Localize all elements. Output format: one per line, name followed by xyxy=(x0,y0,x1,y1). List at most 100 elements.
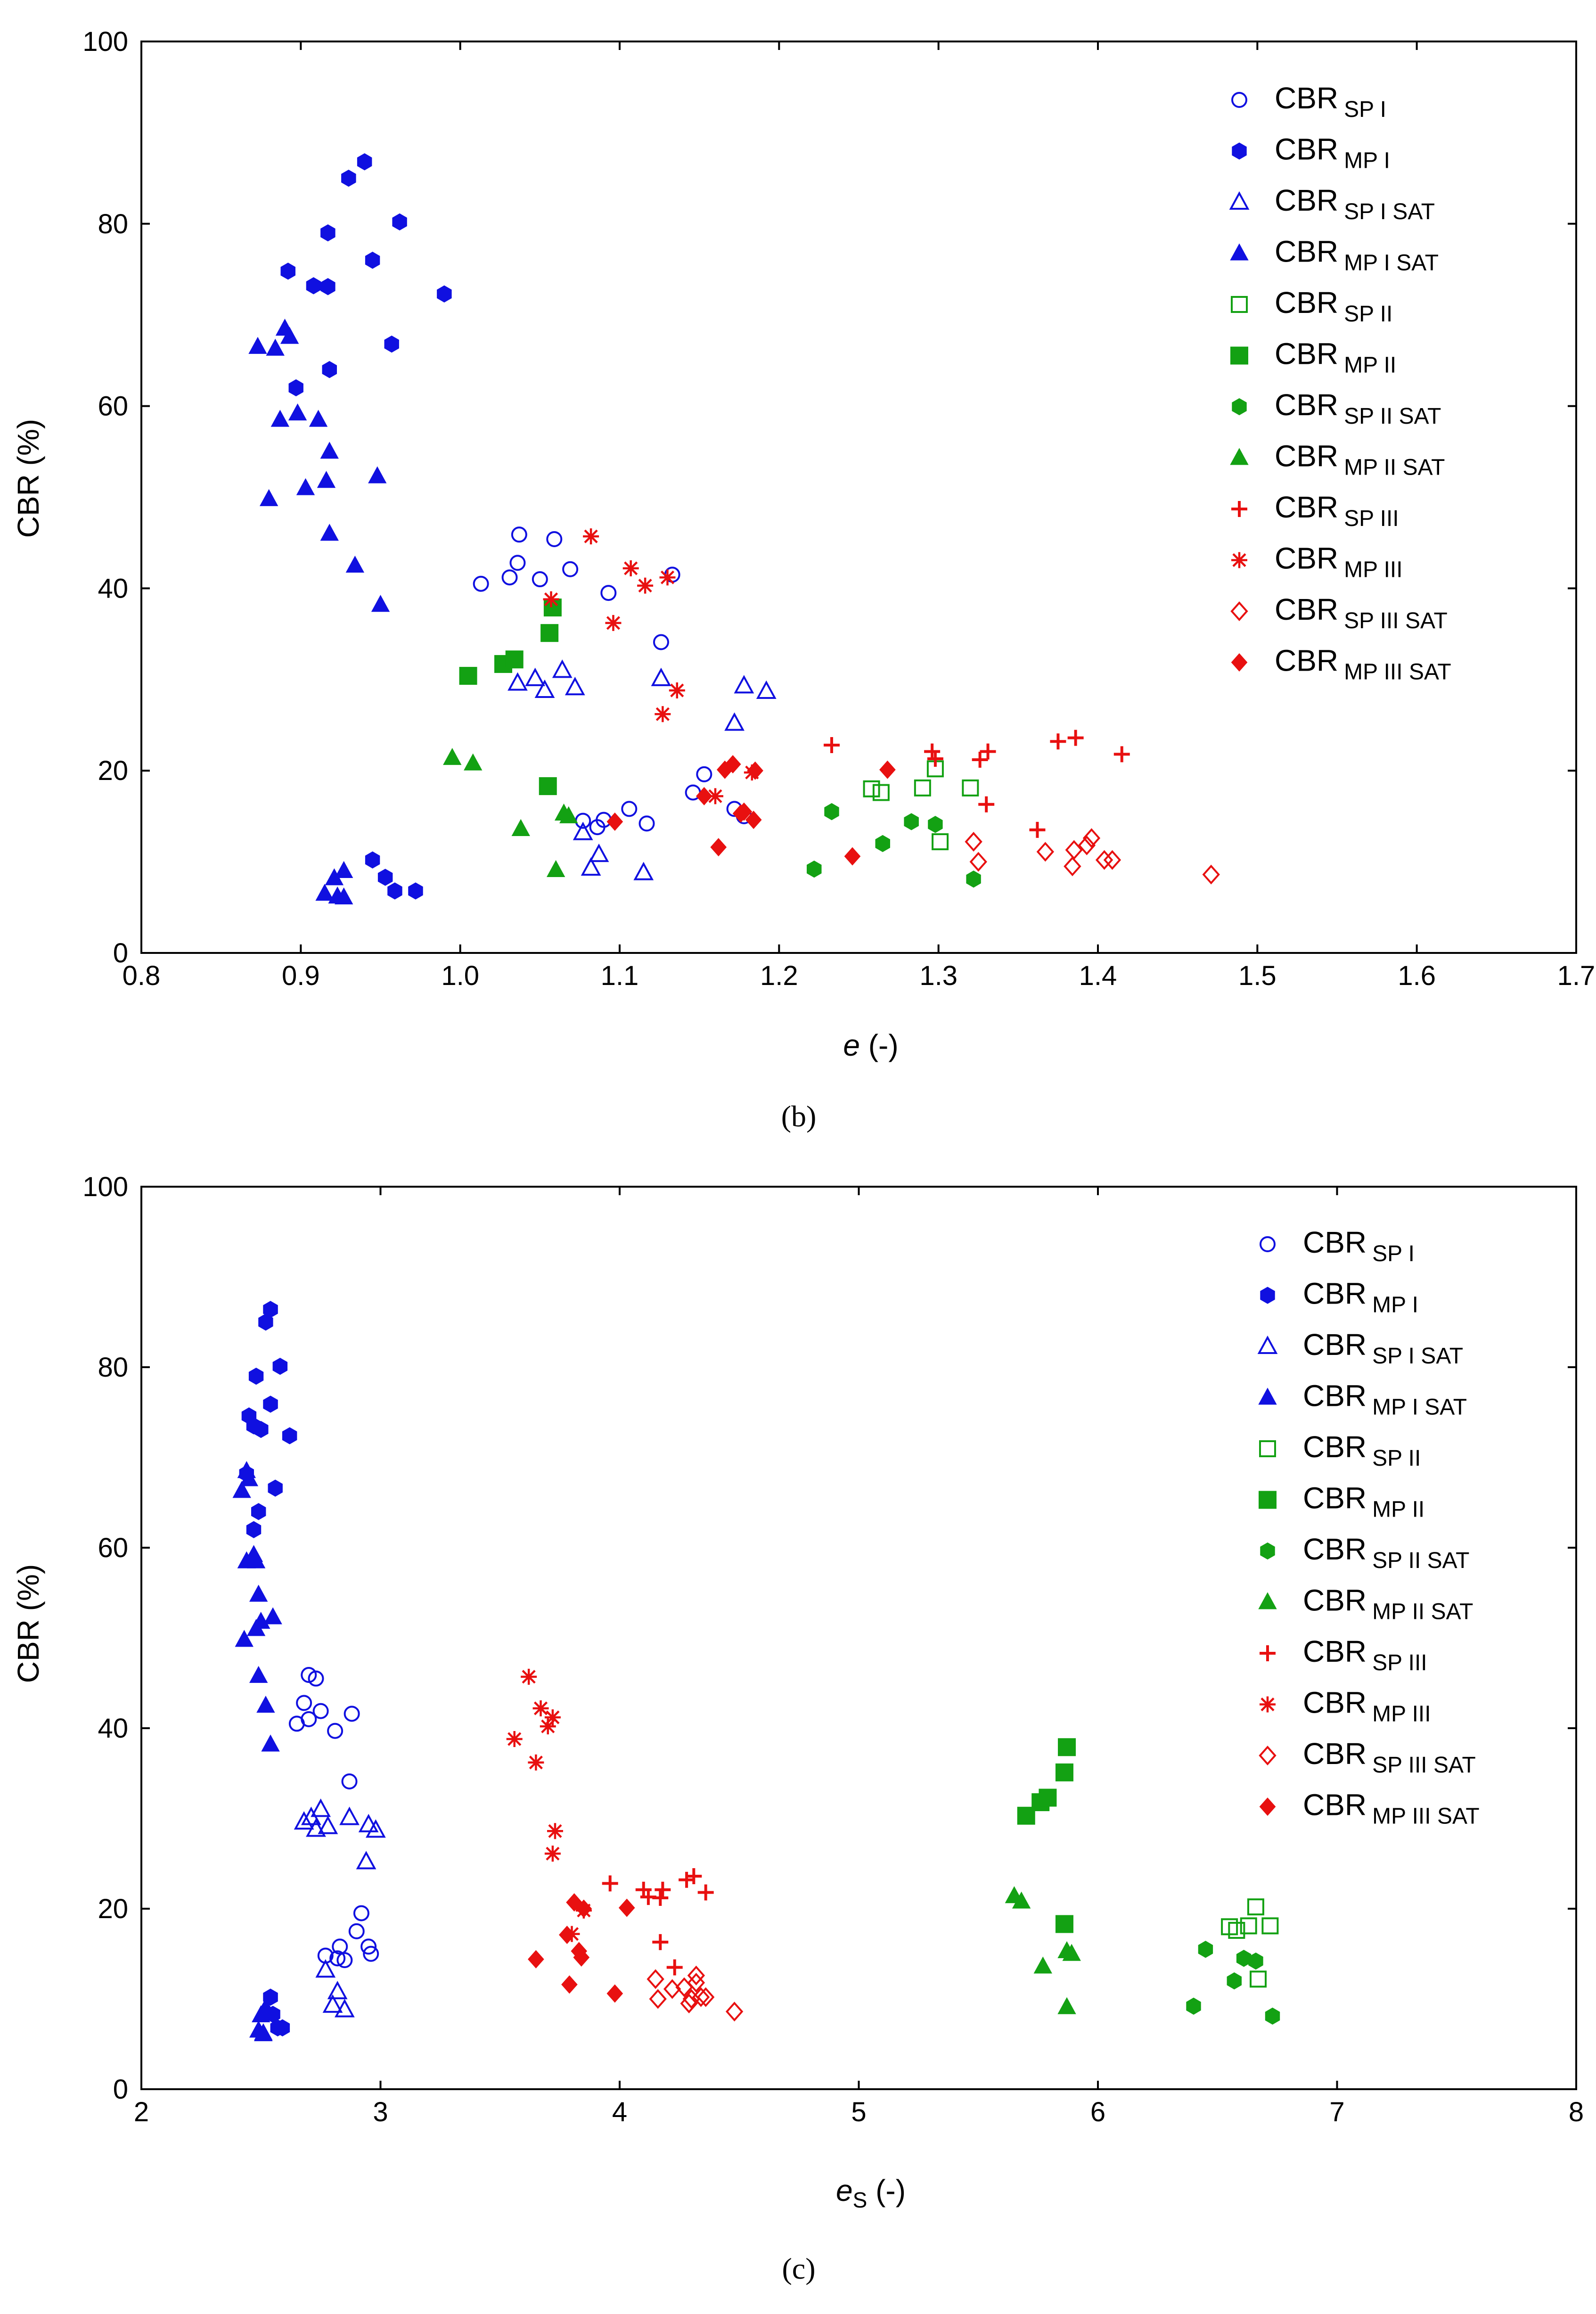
legend-label-sp2sat: CBR SP II SAT xyxy=(1275,388,1441,429)
data-point-mp3sat xyxy=(844,847,861,866)
data-point-sp3 xyxy=(655,1881,671,1898)
data-point-mp1sat xyxy=(263,1607,282,1625)
data-point-sp3 xyxy=(679,1871,695,1888)
data-point-mp1 xyxy=(280,263,295,280)
data-point-mp1sat xyxy=(371,595,390,612)
data-point-mp2 xyxy=(459,667,477,685)
data-point-sp2sat xyxy=(1227,1972,1242,1990)
data-point-mp1sat xyxy=(254,2024,273,2042)
y-tick-label: 0 xyxy=(113,2074,128,2105)
data-point-sp3sat xyxy=(725,2002,744,2022)
data-point-sp1sat xyxy=(633,862,654,880)
data-point-mp1sat xyxy=(256,1696,275,1713)
data-point-mp3sat xyxy=(745,811,762,829)
data-point-sp3sat xyxy=(687,1965,705,1986)
data-point-sp1sat xyxy=(507,672,528,691)
data-point-mp1 xyxy=(272,1357,288,1375)
data-point-sp3 xyxy=(1029,821,1046,838)
data-point-mp1 xyxy=(365,851,380,869)
data-point-mp3 xyxy=(532,1700,549,1716)
legend-label-mp3: CBR MP III xyxy=(1275,542,1403,583)
data-point-mp2sat xyxy=(1012,1891,1031,1909)
legend-marker-sp2 xyxy=(1259,1440,1276,1457)
data-point-mp3sat xyxy=(575,1899,592,1918)
data-point-sp3sat xyxy=(1064,856,1081,877)
legend-label-mp1: CBR MP I xyxy=(1275,132,1390,173)
data-point-sp1sat xyxy=(294,1811,314,1830)
data-point-sp3 xyxy=(1050,733,1066,750)
data-points xyxy=(248,153,1220,905)
legend-marker-mp3sat xyxy=(1259,1797,1276,1816)
data-point-mp1sat xyxy=(368,466,387,484)
y-tick-label: 80 xyxy=(98,209,128,239)
data-point-sp1 xyxy=(638,815,655,832)
legend-label-sp3sat: CBR SP III SAT xyxy=(1275,592,1448,633)
legend-label-sp1: CBR SP I xyxy=(1303,1225,1415,1266)
data-point-sp3sat xyxy=(1202,864,1220,885)
data-point-sp1 xyxy=(301,1711,317,1727)
data-point-mp1 xyxy=(254,1420,269,1438)
legend-label-mp2sat: CBR MP II SAT xyxy=(1303,1584,1473,1625)
y-tick-label: 60 xyxy=(98,1533,128,1563)
data-point-sp1sat xyxy=(525,667,546,686)
data-point-sp3 xyxy=(652,1934,669,1950)
data-point-sp3 xyxy=(823,737,840,754)
data-point-mp3 xyxy=(622,560,639,576)
legend-marker-sp3sat xyxy=(1230,601,1248,622)
data-point-sp1 xyxy=(336,1952,353,1969)
data-point-sp3sat xyxy=(682,1989,700,2009)
data-point-mp1sat xyxy=(315,884,334,901)
data-point-mp3 xyxy=(543,591,559,607)
data-point-mp1sat xyxy=(280,327,299,344)
data-point-sp1sat xyxy=(322,1994,343,2013)
data-point-mp1 xyxy=(275,2019,290,2036)
data-point-mp1 xyxy=(248,1367,264,1385)
x-tick-label: 1.1 xyxy=(601,960,639,991)
data-point-sp1 xyxy=(312,1703,329,1719)
data-point-mp3sat xyxy=(573,1948,590,1967)
legend-marker-sp2sat xyxy=(1232,398,1247,416)
y-tick-label: 100 xyxy=(82,1172,128,1202)
data-point-mp1sat xyxy=(259,489,278,506)
data-point-sp1 xyxy=(363,1945,379,1962)
data-point-sp2 xyxy=(914,779,931,796)
data-point-mp1 xyxy=(357,153,372,171)
data-point-mp3 xyxy=(506,1731,523,1747)
data-point-sp2sat xyxy=(1248,1952,1263,1970)
data-point-sp1 xyxy=(532,571,548,588)
x-axis-label: eS (-) xyxy=(836,2174,906,2212)
data-point-sp3 xyxy=(666,1959,683,1976)
data-point-mp1sat xyxy=(249,1584,268,1602)
data-point-sp3 xyxy=(980,743,996,760)
legend-marker-mp2 xyxy=(1230,346,1248,365)
data-point-mp1sat xyxy=(334,887,353,905)
data-point-sp3sat xyxy=(647,1969,664,1989)
x-tick-label: 1.3 xyxy=(919,960,958,991)
x-tick-label: 5 xyxy=(851,2097,866,2127)
data-point-mp3sat xyxy=(561,1975,578,1994)
legend-label-mp2: CBR MP II xyxy=(1303,1481,1424,1522)
legend-label-sp3: CBR SP III xyxy=(1303,1634,1427,1675)
legend-label-sp3sat: CBR SP III SAT xyxy=(1303,1737,1476,1778)
y-tick-label: 80 xyxy=(98,1352,128,1383)
data-point-mp2sat xyxy=(559,806,578,823)
data-point-mp3 xyxy=(669,682,685,699)
legend-marker-sp3 xyxy=(1260,1645,1276,1661)
data-point-mp3sat xyxy=(528,1950,544,1969)
data-point-sp3 xyxy=(1113,746,1130,763)
data-point-mp2sat xyxy=(1057,1997,1076,2014)
data-point-sp1sat xyxy=(756,680,777,699)
data-point-sp3 xyxy=(978,796,995,812)
data-point-sp1sat xyxy=(589,843,609,862)
data-point-mp2sat xyxy=(464,753,483,771)
data-point-mp1sat xyxy=(239,1469,259,1486)
data-point-sp1sat xyxy=(327,1981,348,2000)
data-point-sp1sat xyxy=(581,857,601,876)
legend-label-mp3sat: CBR MP III SAT xyxy=(1275,644,1451,685)
y-tick-label: 0 xyxy=(113,938,128,968)
data-point-sp2sat xyxy=(1236,1950,1252,1967)
data-point-sp1sat xyxy=(306,1818,326,1837)
y-tick-label: 20 xyxy=(98,755,128,786)
data-point-mp3 xyxy=(540,1718,556,1735)
data-point-sp3 xyxy=(652,1890,669,1906)
